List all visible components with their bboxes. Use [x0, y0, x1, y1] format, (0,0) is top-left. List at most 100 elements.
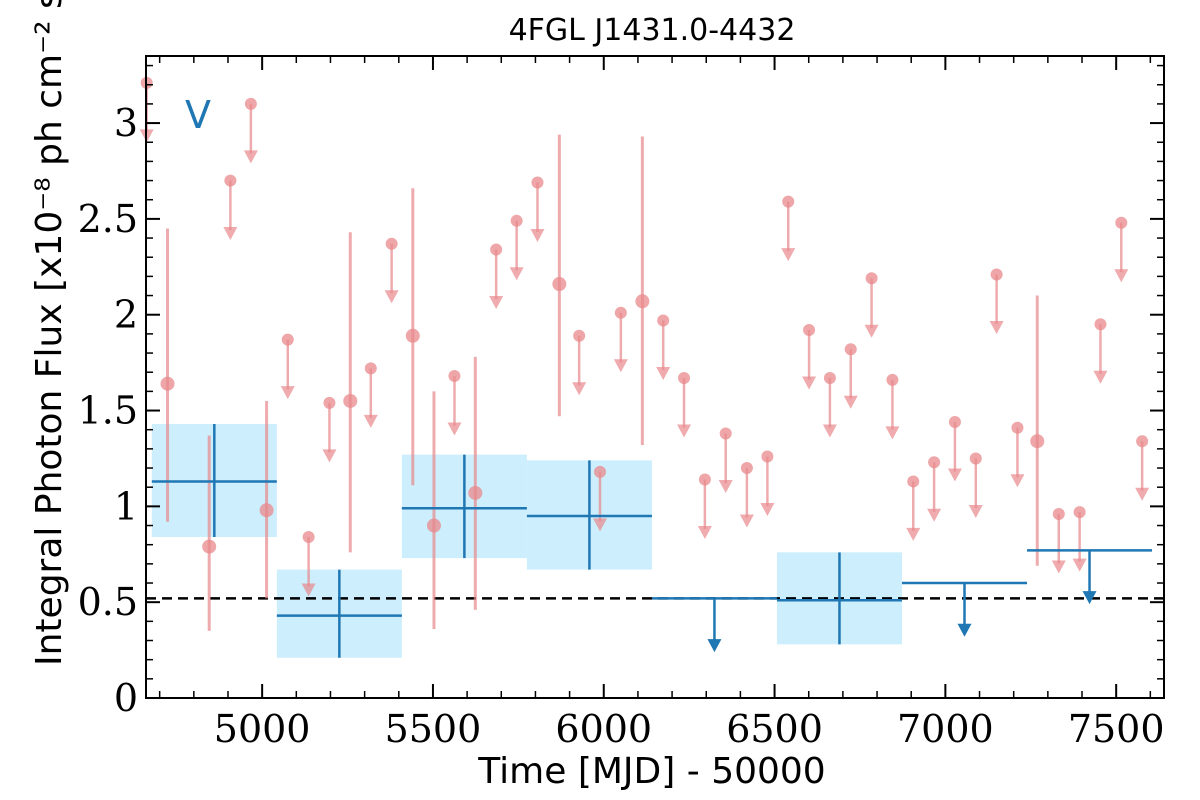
short-upper-limit-arrow-15 [656, 366, 671, 380]
short-upper-limit-arrow-27 [906, 527, 921, 541]
short-upper-limit-arrow-1 [223, 227, 238, 241]
short-upper-limit-arrow-20 [760, 503, 775, 517]
short-upper-limit-arrow-17 [697, 526, 712, 540]
short-upper-limit-arrow-21 [781, 248, 796, 262]
short-upper-limit-arrow-19 [739, 514, 754, 528]
short-upper-limit-arrow-6 [363, 414, 378, 428]
short-upper-limit-point-26 [886, 373, 899, 386]
short-upper-limit-arrow-9 [489, 296, 504, 310]
short-point-0 [160, 376, 175, 391]
short-upper-limit-arrow-22 [802, 376, 817, 390]
short-upper-limit-point-19 [740, 462, 753, 475]
short-upper-limit-point-37 [1136, 435, 1149, 448]
short-upper-limit-point-16 [678, 371, 691, 384]
short-upper-limit-point-23 [823, 371, 836, 384]
long-upper-limit-arrow-2 [1082, 591, 1097, 605]
x-tick-label-4: 7000 [897, 707, 994, 751]
short-upper-limit-point-1 [224, 174, 237, 187]
short-upper-limit-arrow-37 [1135, 487, 1150, 501]
short-upper-limit-arrow-13 [593, 518, 608, 532]
y-tick-label-6: 3 [114, 101, 138, 145]
short-upper-limit-arrow-2 [243, 150, 258, 164]
short-upper-limit-arrow-5 [322, 449, 337, 463]
short-upper-limit-point-31 [990, 268, 1003, 281]
short-upper-limit-arrow-31 [989, 320, 1004, 334]
y-tick-label-5: 2.5 [78, 197, 138, 241]
short-upper-limit-arrow-24 [843, 395, 858, 409]
short-upper-limit-arrow-26 [885, 426, 900, 440]
short-point-8 [635, 294, 650, 309]
short-upper-limit-point-17 [698, 473, 711, 486]
short-upper-limit-arrow-18 [718, 480, 733, 494]
short-upper-limit-point-13 [594, 465, 607, 478]
y-tick-label-1: 0.5 [78, 580, 138, 624]
x-tick-label-5: 7500 [1068, 707, 1165, 751]
short-upper-limit-arrow-35 [1093, 370, 1108, 384]
short-upper-limit-arrow-12 [572, 382, 587, 396]
short-upper-limit-point-9 [490, 243, 503, 256]
short-upper-limit-point-30 [969, 452, 982, 465]
short-upper-limit-point-2 [244, 97, 257, 110]
short-point-3 [343, 393, 358, 408]
x-tick-label-3: 6500 [726, 707, 823, 751]
short-upper-limit-point-33 [1052, 508, 1065, 521]
short-upper-limit-point-8 [448, 370, 461, 383]
short-upper-limit-point-5 [323, 396, 336, 409]
x-axis-label: Time [MJD] - 50000 [477, 751, 825, 792]
short-upper-limit-point-22 [803, 324, 816, 337]
short-upper-limit-arrow-25 [864, 324, 879, 338]
short-upper-limit-point-28 [928, 456, 941, 469]
short-upper-limit-point-24 [844, 343, 857, 356]
x-tick-label-2: 6000 [555, 707, 652, 751]
short-point-7 [552, 277, 567, 292]
short-point-4 [405, 328, 420, 343]
short-upper-limit-arrow-4 [301, 583, 316, 597]
short-upper-limit-point-3 [281, 333, 294, 346]
short-point-6 [468, 485, 483, 500]
short-upper-limit-arrow-36 [1114, 269, 1129, 283]
short-upper-limit-arrow-11 [530, 228, 545, 242]
short-upper-limit-point-14 [614, 306, 627, 319]
short-upper-limit-point-32 [1011, 421, 1024, 434]
y-tick-label-2: 1 [114, 484, 138, 528]
plot-layer [139, 76, 1164, 658]
short-upper-limit-point-35 [1094, 318, 1107, 331]
short-upper-limit-point-29 [948, 416, 961, 429]
long-upper-limit-arrow-1 [957, 623, 972, 637]
short-upper-limit-point-27 [907, 475, 920, 488]
short-upper-limit-arrow-34 [1072, 558, 1087, 572]
x-tick-label-0: 5000 [214, 707, 311, 751]
short-upper-limit-arrow-10 [509, 267, 524, 281]
short-upper-limit-point-7 [385, 237, 398, 250]
short-point-9 [1030, 434, 1045, 449]
short-upper-limit-point-21 [782, 195, 795, 208]
plot-frame [145, 55, 1165, 699]
y-axis-label: Integral Photon Flux [x10⁻⁸ ph cm⁻² s⁻¹] [29, 0, 70, 666]
short-upper-limit-point-20 [761, 450, 774, 463]
short-point-1 [202, 539, 217, 554]
short-upper-limit-point-36 [1115, 216, 1128, 229]
short-upper-limit-arrow-14 [613, 359, 628, 373]
short-upper-limit-arrow-28 [927, 508, 942, 522]
short-upper-limit-arrow-29 [947, 468, 962, 482]
x-tick-label-1: 5500 [385, 707, 482, 751]
short-upper-limit-point-25 [865, 272, 878, 285]
short-upper-limit-arrow-32 [1010, 474, 1025, 488]
short-upper-limit-arrow-8 [447, 422, 462, 436]
short-point-2 [259, 503, 274, 518]
short-upper-limit-arrow-7 [384, 290, 399, 304]
chart-title: 4FGL J1431.0-4432 [509, 13, 796, 48]
short-upper-limit-arrow-23 [822, 424, 837, 438]
short-point-5 [426, 518, 441, 533]
short-upper-limit-point-12 [573, 329, 586, 342]
y-tick-label-3: 1.5 [78, 389, 138, 433]
axis-layer: 5000 5500 6000 6500 7000 7500 0 0.5 1 1.5 2 2.5 3 [78, 56, 1165, 751]
short-upper-limit-arrow-3 [280, 386, 295, 400]
short-upper-limit-arrow-30 [968, 504, 983, 518]
short-upper-limit-point-4 [302, 531, 315, 544]
short-upper-limit-point-10 [510, 214, 523, 227]
short-upper-limit-arrow-33 [1051, 560, 1066, 574]
short-upper-limit-point-6 [364, 362, 377, 375]
short-upper-limit-arrow-16 [677, 424, 692, 438]
